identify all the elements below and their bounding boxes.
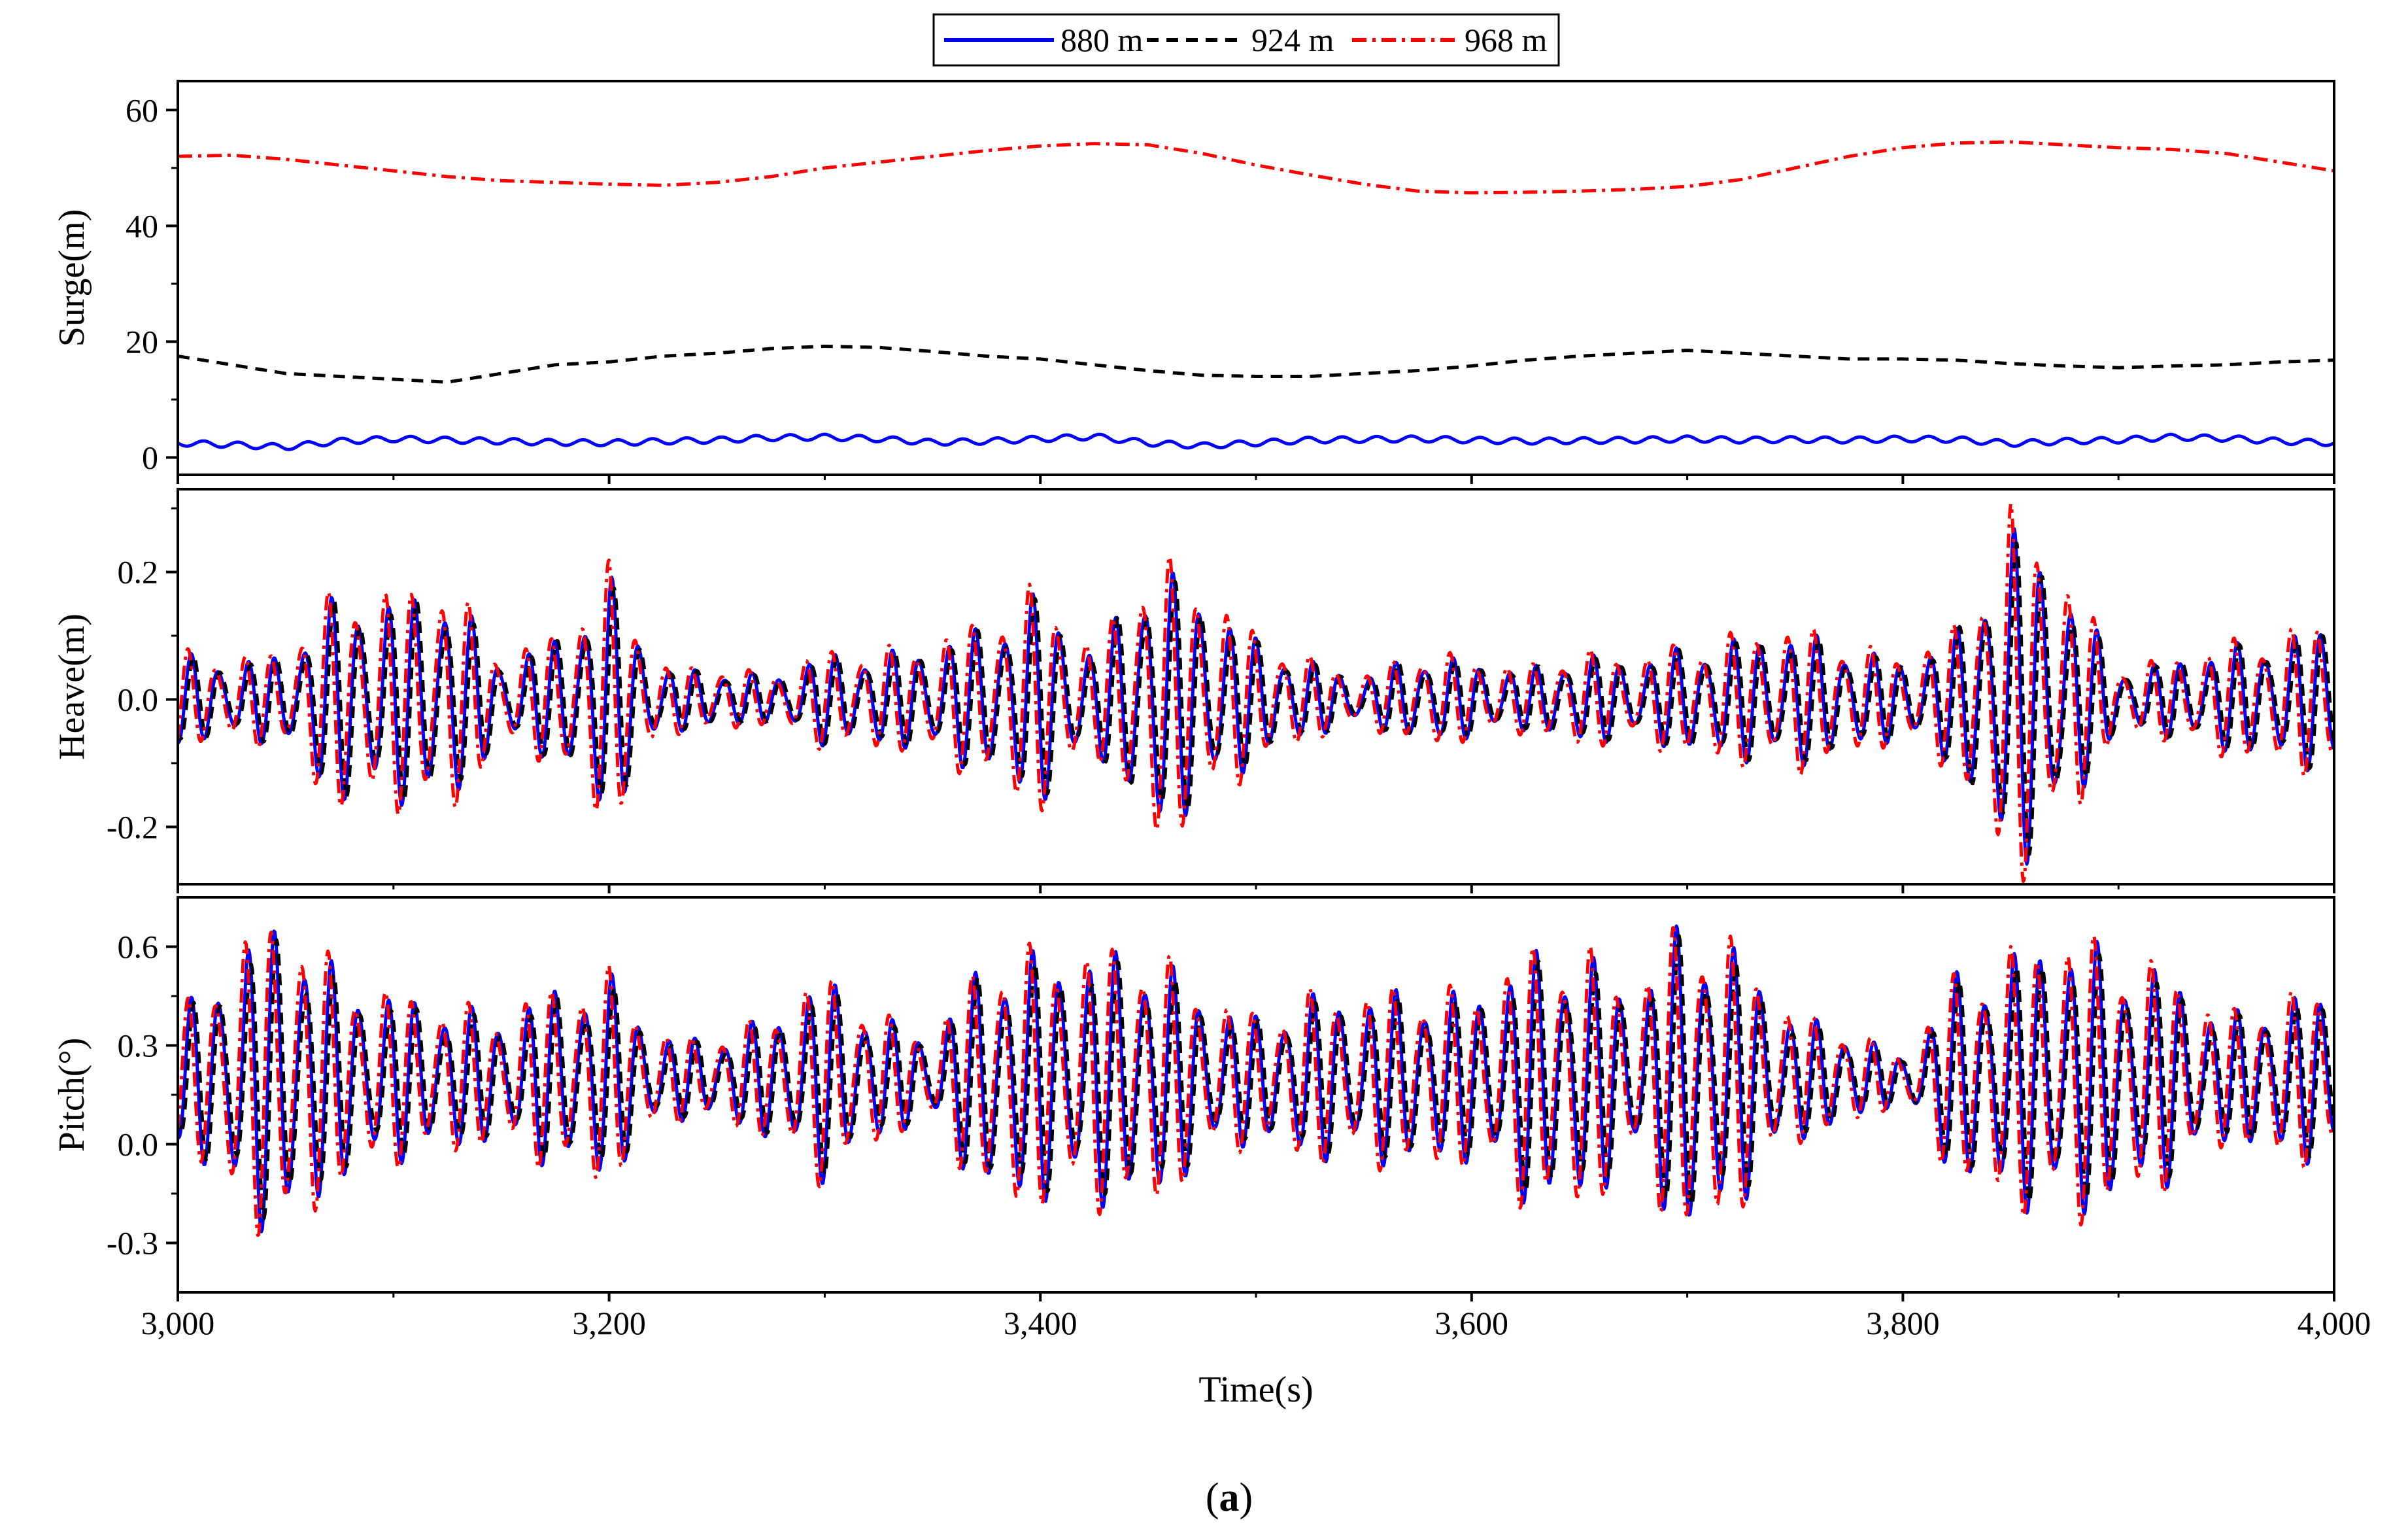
pitch-ytick-label-0: -0.3 — [107, 1225, 158, 1262]
heave-ytick-label-2: 0.2 — [118, 554, 159, 591]
legend: 880 m 924 m 968 m — [932, 13, 1560, 67]
heave-line-880m — [178, 527, 2334, 866]
heave-y-ticks: -0.2 0.0 0.2 — [107, 507, 178, 845]
surge-ytick-label-3: 60 — [126, 92, 158, 128]
caption-letter: a — [1219, 1475, 1240, 1520]
surge-series-group — [178, 140, 2334, 451]
pitch-ytick-label-2: 0.3 — [118, 1027, 159, 1064]
pitch-line-968m — [178, 926, 2334, 1237]
surge-line-880m — [178, 432, 2334, 451]
surge-ytick-label-2: 40 — [126, 207, 158, 244]
heave-ytick-label-1: 0.0 — [118, 681, 159, 717]
surge-y-ticks: 0 20 40 60 — [126, 92, 178, 475]
xtick-label-5: 4,000 — [2298, 1305, 2371, 1341]
surge-line-968m — [178, 140, 2334, 195]
pitch-y-ticks: -0.3 0.0 0.3 0.6 — [107, 929, 178, 1262]
pitch-series-group — [178, 924, 2334, 1237]
xtick-label-0: 3,000 — [141, 1305, 215, 1341]
pitch-ytick-label-1: 0.0 — [118, 1126, 159, 1163]
xtick-label-1: 3,200 — [572, 1305, 646, 1341]
x-axis-title: Time(s) — [1198, 1369, 1313, 1410]
surge-ytick-label-1: 20 — [126, 323, 158, 360]
surge-y-axis-title: Surge(m) — [52, 209, 92, 347]
heave-ytick-label-0: -0.2 — [107, 808, 158, 845]
heave-panel: -0.2 0.0 0.2 Heave(m) — [52, 488, 2335, 886]
heave-line-924m — [178, 542, 2334, 856]
surge-ytick-label-0: 0 — [142, 439, 158, 475]
xtick-label-3: 3,600 — [1435, 1305, 1509, 1341]
heave-line-968m — [178, 502, 2334, 884]
pitch-y-axis-title: Pitch(°) — [52, 1038, 92, 1152]
xtick-label-2: 3,400 — [1004, 1305, 1077, 1341]
heave-series-group — [178, 502, 2334, 884]
heave-y-axis-title: Heave(m) — [52, 613, 92, 760]
surge-line-924m — [178, 345, 2334, 384]
figure-caption: (a) — [1206, 1475, 1253, 1520]
caption-close: ) — [1240, 1475, 1253, 1520]
xtick-label-4: 3,800 — [1866, 1305, 1940, 1341]
legend-label-924: 924 m — [1251, 22, 1334, 58]
pitch-ytick-label-3: 0.6 — [118, 929, 159, 965]
x-axis: 3,000 3,200 3,400 3,600 3,800 4,000 — [141, 475, 2371, 1341]
legend-label-880: 880 m — [1060, 22, 1144, 58]
caption-open: ( — [1206, 1475, 1219, 1520]
legend-label-968: 968 m — [1465, 22, 1548, 58]
pitch-line-880m — [178, 924, 2334, 1233]
